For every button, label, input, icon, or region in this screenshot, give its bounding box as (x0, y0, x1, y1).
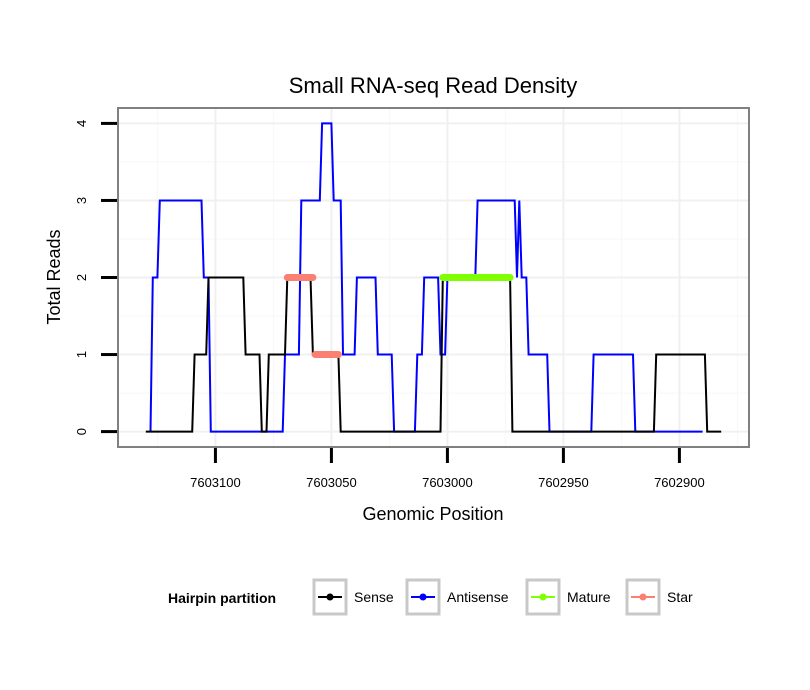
x-tick-label: 7603050 (306, 475, 357, 490)
legend-key-dot (326, 593, 334, 601)
legend-item-antisense: Antisense (405, 578, 509, 616)
legend-key-dot (539, 593, 547, 601)
legend-item-star: Star (625, 578, 693, 616)
series-line-antisense (149, 122, 703, 433)
plot-area (117, 107, 750, 448)
legend-key-dot (419, 593, 427, 601)
chart-title: Small RNA-seq Read Density (289, 73, 578, 98)
legend-item-sense: Sense (312, 578, 394, 616)
legend-key-dot (639, 593, 647, 601)
y-tick-label: 3 (74, 197, 89, 204)
y-tick-label: 2 (74, 274, 89, 281)
y-tick-label: 1 (74, 351, 89, 358)
plot-border (117, 107, 750, 448)
legend-label-sense: Sense (354, 589, 394, 605)
y-axis-title: Total Reads (44, 229, 64, 324)
legend-item-mature: Mature (525, 578, 611, 616)
x-tick-label: 7602900 (654, 475, 705, 490)
legend-label-mature: Mature (567, 589, 611, 605)
x-tick-label: 7603000 (422, 475, 473, 490)
x-tick-label: 7602950 (538, 475, 589, 490)
legend: Hairpin partition Sense Antisense Mature St… (168, 578, 693, 616)
y-tick-label: 4 (74, 120, 89, 127)
x-axis: 7603100 7603050 7603000 7602950 7602900 (190, 448, 705, 490)
overlay-layer (283, 274, 514, 359)
x-axis-title: Genomic Position (362, 504, 503, 524)
y-tick-label: 0 (74, 428, 89, 435)
legend-label-star: Star (667, 589, 693, 605)
legend-items: Sense Antisense Mature Star (312, 578, 693, 616)
x-tick-label: 7603100 (190, 475, 241, 490)
legend-title: Hairpin partition (168, 590, 276, 606)
legend-label-antisense: Antisense (447, 589, 509, 605)
y-axis: 0 1 2 3 4 (74, 120, 117, 435)
